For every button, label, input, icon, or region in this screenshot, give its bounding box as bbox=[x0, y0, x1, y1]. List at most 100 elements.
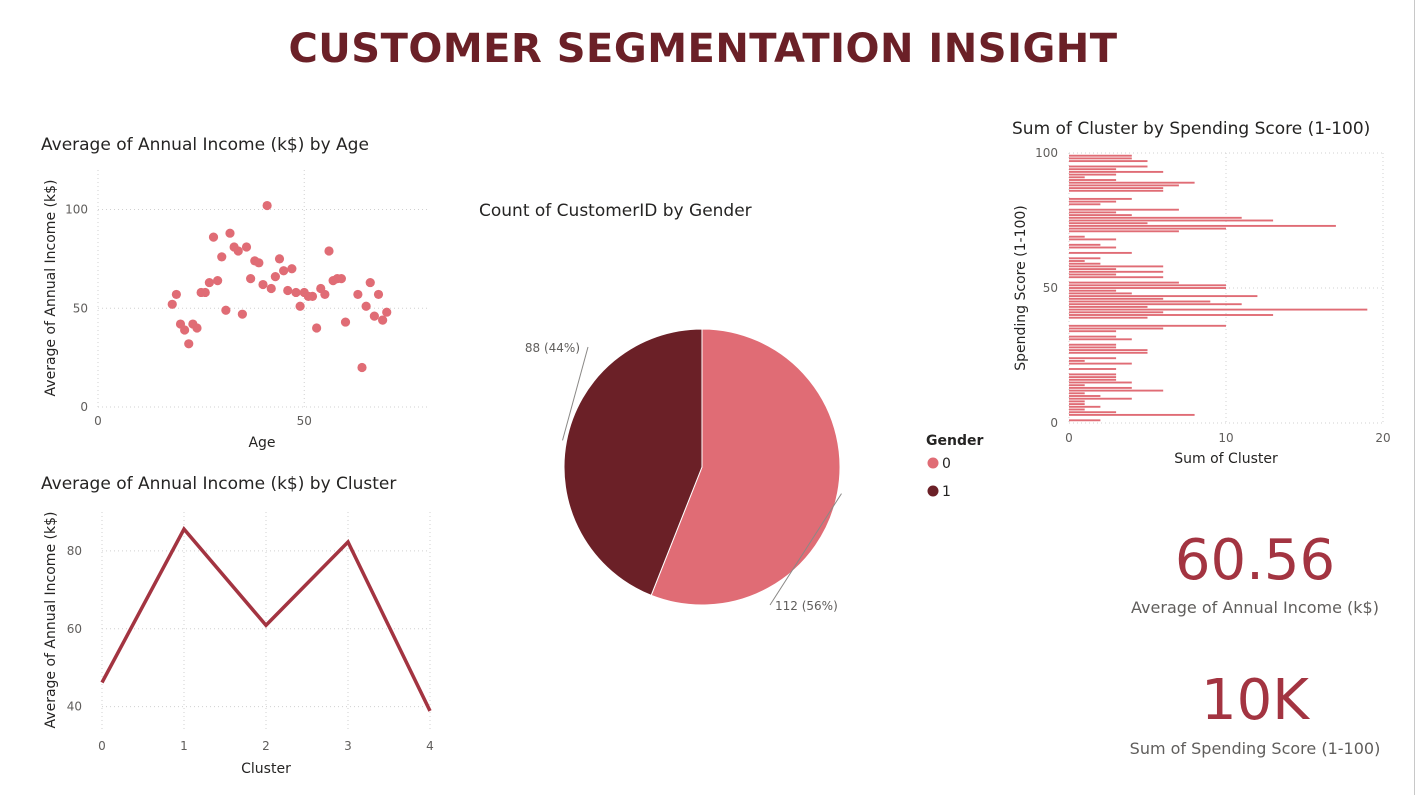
bar bbox=[1069, 219, 1274, 222]
bar bbox=[1069, 368, 1117, 370]
bar bbox=[1069, 295, 1258, 298]
x-tick-label: 0 bbox=[1065, 431, 1073, 445]
bar bbox=[1069, 168, 1117, 171]
bar bbox=[1069, 395, 1101, 397]
bar bbox=[1069, 413, 1195, 416]
bar bbox=[1069, 281, 1179, 284]
y-axis-title: Spending Score (1-100) bbox=[1013, 205, 1029, 371]
bar bbox=[1069, 187, 1164, 190]
bar bbox=[1069, 292, 1132, 295]
bar bbox=[1069, 227, 1226, 230]
y-tick-label: 50 bbox=[1043, 281, 1058, 295]
bar bbox=[1069, 189, 1164, 192]
y-axis-title: Average of Annual Income (k$) bbox=[43, 512, 59, 729]
x-tick-label: 4 bbox=[426, 739, 434, 753]
scatter-point bbox=[361, 301, 371, 311]
bar bbox=[1069, 270, 1164, 273]
y-tick-label: 80 bbox=[67, 544, 82, 558]
scatter-chart[interactable]: 0 50 100 0 50 Age Average of Annual Income (k$… bbox=[0, 160, 440, 460]
bar bbox=[1069, 373, 1117, 376]
bar bbox=[1069, 262, 1101, 265]
pie-data-label: 112 (56%) bbox=[775, 599, 838, 613]
scatter-point bbox=[246, 274, 256, 284]
bar bbox=[1069, 381, 1132, 384]
x-tick-label: 10 bbox=[1218, 431, 1233, 445]
bar bbox=[1069, 392, 1085, 395]
bar bbox=[1069, 405, 1101, 408]
bar bbox=[1069, 303, 1242, 306]
scatter-point bbox=[279, 266, 289, 276]
bar bbox=[1069, 154, 1132, 157]
scatter-point bbox=[254, 258, 264, 268]
bar bbox=[1069, 176, 1085, 179]
scatter-point bbox=[217, 252, 227, 262]
bar bbox=[1069, 284, 1226, 287]
scatter-point bbox=[312, 323, 322, 333]
y-tick-label: 100 bbox=[65, 203, 88, 217]
scatter-point bbox=[213, 276, 223, 286]
line-chart[interactable]: 40 60 80 0 1 2 3 4 Cluster Average of Annual Inco… bbox=[0, 500, 450, 790]
kpi-avg-income-value: 60.56 bbox=[1174, 528, 1336, 593]
scatter-point bbox=[233, 246, 243, 256]
x-axis-title: Age bbox=[248, 435, 275, 451]
bar bbox=[1069, 411, 1117, 414]
scatter-point bbox=[369, 311, 379, 321]
bar bbox=[1069, 222, 1148, 225]
x-axis-title: Cluster bbox=[241, 761, 291, 777]
scatter-point bbox=[357, 362, 367, 373]
bar bbox=[1069, 276, 1164, 279]
bar bbox=[1069, 419, 1101, 422]
scatter-point bbox=[283, 285, 293, 296]
bar bbox=[1069, 338, 1132, 341]
bar-chart[interactable]: 0 10 20 0 50 100 Sum of Cluster Spending Score … bbox=[1000, 140, 1414, 475]
bar-chart-title: Sum of Cluster by Spending Score (1-100) bbox=[1012, 119, 1371, 139]
scatter-point bbox=[180, 325, 190, 335]
scatter-point bbox=[241, 242, 252, 252]
scatter-point bbox=[324, 246, 334, 256]
pie-slice-1 bbox=[563, 328, 703, 596]
bar bbox=[1069, 289, 1117, 292]
x-tick-label: 0 bbox=[98, 739, 106, 753]
bar bbox=[1069, 200, 1117, 203]
bar bbox=[1069, 327, 1164, 330]
y-tick-label: 40 bbox=[67, 700, 82, 714]
scatter-point bbox=[270, 272, 280, 282]
scatter-point bbox=[192, 323, 202, 333]
bar bbox=[1069, 343, 1117, 346]
bar bbox=[1069, 160, 1148, 163]
bar bbox=[1069, 268, 1117, 271]
scatter-point bbox=[237, 309, 247, 319]
bar bbox=[1069, 203, 1101, 206]
bar bbox=[1069, 238, 1117, 241]
x-tick-label: 2 bbox=[262, 739, 270, 753]
bar bbox=[1069, 403, 1085, 406]
y-tick-label: 60 bbox=[67, 622, 82, 636]
scatter-point bbox=[266, 283, 276, 294]
scatter-point bbox=[287, 264, 297, 274]
bar bbox=[1069, 246, 1117, 249]
bar bbox=[1069, 251, 1132, 254]
bar bbox=[1069, 297, 1164, 300]
bar bbox=[1069, 157, 1132, 160]
bar bbox=[1069, 243, 1101, 246]
pie-leader-line bbox=[562, 346, 589, 441]
scatter-point bbox=[340, 317, 351, 327]
bar bbox=[1069, 224, 1336, 227]
bar bbox=[1069, 389, 1164, 392]
x-tick-label: 20 bbox=[1375, 431, 1390, 445]
scatter-point bbox=[200, 287, 210, 298]
pie-leader-line bbox=[769, 493, 842, 606]
scatter-point bbox=[225, 228, 235, 238]
bar bbox=[1069, 351, 1148, 354]
scatter-point bbox=[274, 254, 285, 264]
scatter-point bbox=[291, 287, 301, 298]
legend-label: 0 bbox=[942, 456, 951, 472]
page-title: CUSTOMER SEGMENTATION INSIGHT bbox=[288, 26, 1118, 72]
pie-slice-0 bbox=[650, 328, 841, 606]
y-tick-label: 0 bbox=[1050, 416, 1058, 430]
kpi-spending-sum-value: 10K bbox=[1201, 668, 1309, 733]
bar bbox=[1069, 386, 1132, 389]
bar bbox=[1069, 170, 1164, 173]
scatter-point bbox=[320, 289, 330, 300]
pie-chart[interactable]: 112 (56%) 88 (44%) Gender 0 1 bbox=[500, 300, 1000, 630]
